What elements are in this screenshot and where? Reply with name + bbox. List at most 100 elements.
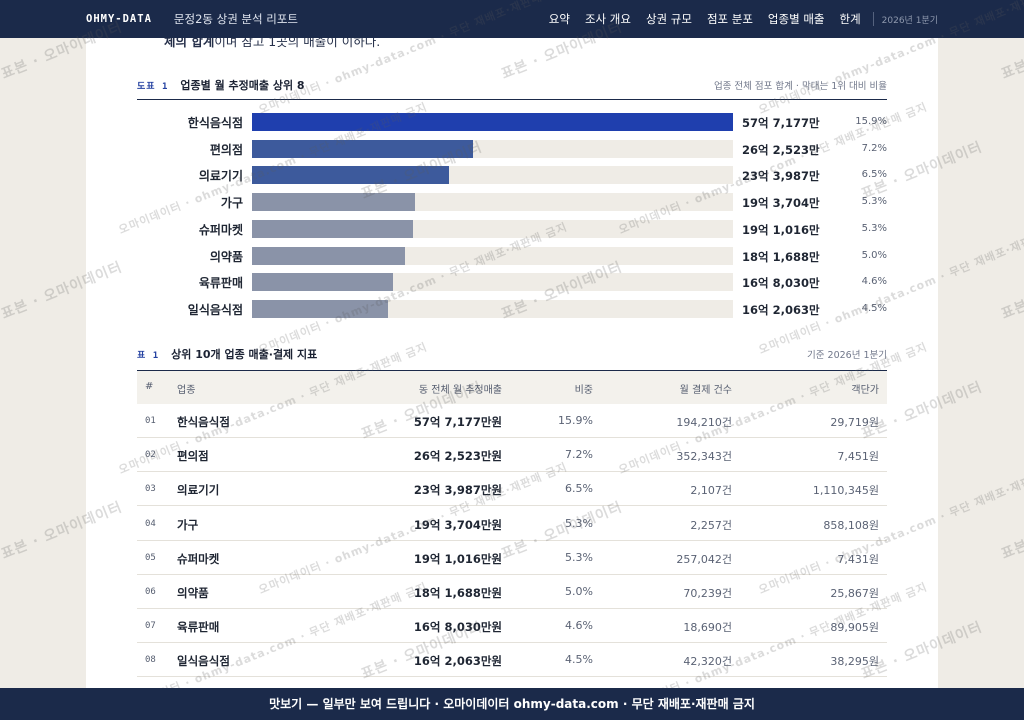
bar-share-label: 5.0%	[861, 249, 887, 261]
table-row: 04 가구 19억 3,704만원 5.3% 2,257건 858,108원	[137, 507, 887, 541]
bar	[252, 273, 394, 292]
bar-track	[252, 246, 733, 265]
bar-row: 한식음식점 57억 7,177만 15.9%	[137, 113, 887, 131]
table-row: 01 한식음식점 57억 7,177만원 15.9% 194,210건 29,719원	[137, 404, 887, 438]
col-industry: 업종	[177, 385, 196, 396]
transactions-cell: 18,690건	[683, 621, 732, 635]
watermark-text: 표본 · 오마이데이터	[998, 259, 1024, 323]
bar-row: 일식음식점 16억 2,063만 4.5%	[137, 299, 887, 318]
rank-cell: 08	[145, 655, 156, 666]
period-label: 2026년 1분기	[881, 15, 938, 26]
figure-note: 업종 전체 점포 합계 · 막대는 1위 대비 비율	[713, 81, 887, 92]
table-label: 표 1	[137, 351, 160, 361]
avg-ticket-cell: 25,867원	[830, 587, 879, 600]
brand-logo[interactable]: OHMY-DATA	[86, 13, 152, 25]
industry-cell: 육류판매	[177, 620, 220, 635]
nav-item-limitations[interactable]: 한계	[839, 12, 861, 26]
transactions-cell: 352,343건	[676, 450, 732, 464]
nav-item-summary[interactable]: 요약	[548, 12, 570, 26]
transactions-cell: 70,239건	[683, 587, 732, 600]
bar-value-label: 18억 1,688만	[742, 249, 820, 264]
nav-divider	[872, 12, 874, 26]
avg-ticket-cell: 38,295원	[830, 655, 879, 669]
report-page: 체의 합계이며 참고 1곳의 매출이 이하다. 도표 1 업종별 월 추정매출 …	[86, 38, 938, 690]
share-cell: 7.2%	[565, 448, 593, 462]
avg-ticket-cell: 7,431원	[837, 552, 879, 566]
transactions-cell: 194,210건	[676, 416, 732, 429]
bar	[252, 113, 733, 131]
bar-row: 육류판매 16억 8,030만 4.6%	[137, 273, 887, 292]
col-rank: #	[145, 381, 154, 392]
bar-share-label: 6.5%	[861, 169, 887, 181]
bar-share-label: 15.9%	[855, 116, 887, 127]
share-cell: 15.9%	[558, 414, 593, 427]
transactions-cell: 257,042건	[676, 552, 732, 566]
top-navbar: OHMY-DATA 문정2동 상권 분석 리포트 요약 조사 개요 상권 규모 …	[0, 0, 1024, 38]
col-revenue: 동 전체 월 추정매출	[418, 385, 502, 396]
industry-cell: 편의점	[177, 449, 209, 464]
intro-paragraph: 체의 합계이며 참고 1곳의 매출이 이하다.	[164, 38, 380, 50]
industry-cell: 일식음식점	[177, 654, 230, 669]
rank-cell: 05	[145, 552, 156, 563]
preview-footer-banner: 맛보기 — 일부만 보여 드립니다 · 오마이데이터 ohmy-data.com…	[0, 688, 1024, 720]
share-cell: 5.3%	[565, 550, 593, 564]
revenue-cell: 16억 2,063만원	[413, 654, 502, 669]
bar-row: 의료기기 23억 3,987만 6.5%	[137, 166, 887, 185]
figure-label: 도표 1	[137, 82, 169, 92]
bar	[252, 219, 413, 238]
bar-share-label: 5.3%	[861, 222, 887, 234]
rank-cell: 02	[145, 450, 156, 461]
transactions-cell: 2,107건	[690, 484, 732, 498]
rank-cell: 07	[145, 621, 156, 632]
document-title: 문정2동 상권 분석 리포트	[173, 12, 298, 26]
nav-item-overview[interactable]: 조사 개요	[584, 12, 631, 26]
industry-cell: 의약품	[177, 586, 209, 600]
nav-item-store-distribution[interactable]: 점포 분포	[706, 12, 753, 26]
revenue-cell: 26억 2,523만원	[413, 449, 502, 464]
bar-category-label: 슈퍼마켓	[198, 222, 243, 237]
bar-track	[252, 299, 733, 318]
revenue-cell: 57억 7,177만원	[413, 415, 502, 429]
bar-value-label: 57억 7,177만	[742, 116, 820, 130]
rank-cell: 01	[145, 416, 156, 426]
table-header-bar: 표 1 상위 10개 업종 매출·결제 지표 기준 2026년 1분기	[137, 346, 887, 362]
intro-rest: 이며 참고 1곳의 매출이 이하다.	[214, 38, 381, 49]
transactions-cell: 2,257건	[690, 518, 732, 532]
industry-cell: 가구	[177, 517, 199, 532]
bar-row: 의약품 18억 1,688만 5.0%	[137, 246, 887, 265]
industry-cell: 한식음식점	[177, 415, 230, 429]
avg-ticket-cell: 7,451원	[837, 450, 879, 464]
bar	[252, 299, 389, 318]
bar-value-label: 23억 3,987만	[742, 169, 820, 184]
bar-row: 가구 19억 3,704만 5.3%	[137, 193, 887, 212]
figure-rule	[137, 99, 887, 100]
watermark-text: 표본 · 오마이데이터	[998, 499, 1024, 563]
share-cell: 5.0%	[565, 585, 593, 598]
avg-ticket-cell: 89,905원	[830, 621, 879, 635]
table-row: 03 의료기기 23억 3,987만원 6.5% 2,107건 1,110,345원	[137, 472, 887, 507]
bar-share-label: 4.6%	[861, 276, 887, 288]
bar-track	[252, 273, 733, 292]
nav-item-sales-by-industry[interactable]: 업종별 매출	[767, 12, 825, 26]
bar-track	[252, 166, 733, 185]
revenue-cell: 23억 3,987만원	[413, 483, 502, 498]
rank-cell: 06	[145, 587, 156, 597]
avg-ticket-cell: 1,110,345원	[812, 484, 879, 498]
table-row: 06 의약품 18억 1,688만원 5.0% 70,239건 25,867원	[137, 575, 887, 609]
table-row: 02 편의점 26억 2,523만원 7.2% 352,343건 7,451원	[137, 438, 887, 473]
nav-item-market-size[interactable]: 상권 규모	[645, 12, 692, 26]
industry-cell: 의료기기	[177, 483, 220, 498]
table-row: 05 슈퍼마켓 19억 1,016만원 5.3% 257,042건 7,431원	[137, 541, 887, 575]
col-avg-ticket: 객단가	[851, 385, 879, 396]
table-head: # 업종 동 전체 월 추정매출 비중 월 결제 건수 객단가	[137, 370, 887, 404]
avg-ticket-cell: 29,719원	[830, 416, 879, 429]
bar-value-label: 16억 8,030만	[742, 276, 820, 291]
bar-category-label: 편의점	[209, 142, 243, 157]
col-transactions: 월 결제 건수	[679, 385, 732, 396]
bar	[252, 193, 415, 212]
share-cell: 6.5%	[565, 482, 593, 496]
section-nav: 요약 조사 개요 상권 규모 점포 분포 업종별 매출 한계 2026년 1분기	[534, 11, 938, 27]
intro-bold: 체의 합계	[164, 38, 215, 49]
share-cell: 4.6%	[565, 619, 593, 633]
industry-cell: 슈퍼마켓	[177, 551, 220, 566]
